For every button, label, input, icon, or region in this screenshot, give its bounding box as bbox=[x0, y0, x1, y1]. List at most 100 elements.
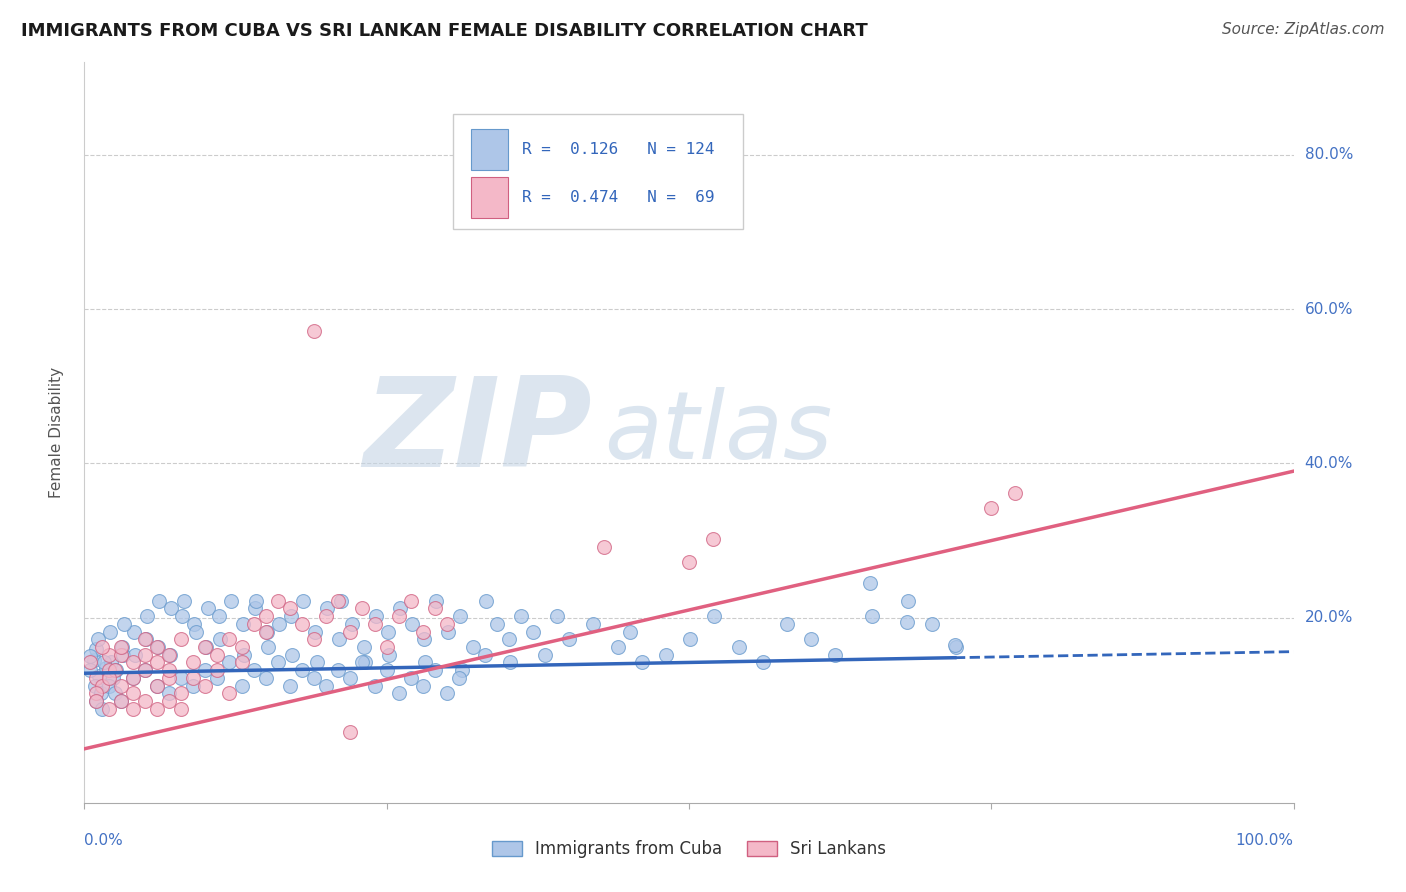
Point bbox=[233, 648, 256, 662]
Point bbox=[79, 649, 101, 664]
Point bbox=[134, 694, 156, 708]
Point bbox=[281, 648, 304, 662]
Point bbox=[231, 640, 253, 654]
Point bbox=[207, 671, 229, 685]
Point bbox=[522, 624, 544, 639]
Point bbox=[121, 656, 143, 670]
Point bbox=[945, 640, 967, 654]
Point bbox=[172, 609, 194, 624]
Point bbox=[170, 702, 193, 716]
Text: ZIP: ZIP bbox=[364, 372, 592, 493]
Text: R =  0.126   N = 124: R = 0.126 N = 124 bbox=[522, 142, 714, 157]
Point bbox=[86, 686, 108, 700]
Point bbox=[157, 671, 180, 685]
Point bbox=[100, 656, 122, 670]
Point bbox=[170, 632, 193, 647]
Point bbox=[124, 648, 146, 662]
Point bbox=[378, 648, 401, 662]
Point bbox=[135, 632, 157, 647]
Point bbox=[751, 656, 773, 670]
Point bbox=[254, 609, 277, 624]
Point bbox=[254, 624, 277, 639]
Point bbox=[267, 593, 290, 607]
Point bbox=[859, 576, 882, 591]
Point bbox=[702, 532, 724, 546]
Bar bbox=[453, 114, 744, 229]
Point bbox=[121, 686, 143, 700]
Point bbox=[86, 694, 108, 708]
Point bbox=[91, 640, 114, 654]
Point bbox=[194, 679, 217, 693]
Point bbox=[860, 609, 883, 624]
Point bbox=[231, 656, 253, 670]
Point bbox=[534, 648, 557, 662]
Point bbox=[159, 648, 181, 662]
Point bbox=[97, 671, 120, 685]
Text: IMMIGRANTS FROM CUBA VS SRI LANKAN FEMALE DISABILITY CORRELATION CHART: IMMIGRANTS FROM CUBA VS SRI LANKAN FEMAL… bbox=[21, 22, 868, 40]
Point bbox=[207, 663, 229, 677]
Point bbox=[110, 679, 132, 693]
Point bbox=[84, 679, 107, 693]
Point bbox=[436, 616, 458, 631]
Point bbox=[112, 616, 135, 631]
Point bbox=[219, 593, 242, 607]
Point bbox=[315, 609, 337, 624]
Point bbox=[86, 632, 108, 647]
Point bbox=[302, 632, 325, 647]
Point bbox=[474, 648, 496, 662]
Point bbox=[450, 663, 472, 677]
Point bbox=[509, 609, 531, 624]
Point bbox=[181, 679, 204, 693]
Point bbox=[181, 656, 204, 670]
Point bbox=[110, 640, 132, 654]
Point bbox=[436, 686, 458, 700]
Point bbox=[727, 640, 749, 654]
Point bbox=[582, 616, 605, 631]
Point bbox=[703, 609, 725, 624]
Point bbox=[183, 616, 205, 631]
Point bbox=[375, 640, 398, 654]
Point bbox=[776, 616, 799, 631]
Point bbox=[104, 663, 127, 677]
Point bbox=[194, 640, 217, 654]
Point bbox=[103, 671, 125, 685]
Point bbox=[245, 593, 267, 607]
Point bbox=[449, 609, 471, 624]
Point bbox=[184, 624, 207, 639]
Point bbox=[243, 601, 266, 615]
Point bbox=[207, 609, 229, 624]
Point bbox=[304, 624, 326, 639]
Point bbox=[134, 648, 156, 662]
Point bbox=[278, 601, 301, 615]
Text: 40.0%: 40.0% bbox=[1305, 456, 1353, 471]
Point bbox=[91, 702, 114, 716]
Point bbox=[146, 656, 169, 670]
Point bbox=[315, 679, 337, 693]
Text: R =  0.474   N =  69: R = 0.474 N = 69 bbox=[522, 190, 714, 204]
Point bbox=[208, 632, 231, 647]
Point bbox=[104, 663, 127, 677]
Point bbox=[679, 632, 702, 647]
Point bbox=[630, 656, 652, 670]
Point bbox=[121, 671, 143, 685]
Point bbox=[267, 616, 290, 631]
Point bbox=[423, 663, 446, 677]
Point bbox=[160, 601, 183, 615]
Point bbox=[606, 640, 628, 654]
Legend: Immigrants from Cuba, Sri Lankans: Immigrants from Cuba, Sri Lankans bbox=[485, 833, 893, 865]
Point bbox=[121, 702, 143, 716]
Point bbox=[302, 324, 325, 338]
Point bbox=[231, 679, 253, 693]
Point bbox=[110, 694, 132, 708]
Point bbox=[824, 648, 846, 662]
Point bbox=[280, 609, 302, 624]
Point bbox=[134, 632, 156, 647]
Point bbox=[122, 624, 145, 639]
Text: 20.0%: 20.0% bbox=[1305, 610, 1353, 625]
Point bbox=[157, 694, 180, 708]
Point bbox=[498, 632, 520, 647]
Point bbox=[423, 601, 446, 615]
Point bbox=[218, 656, 240, 670]
Point bbox=[93, 656, 115, 670]
Point bbox=[800, 632, 823, 647]
